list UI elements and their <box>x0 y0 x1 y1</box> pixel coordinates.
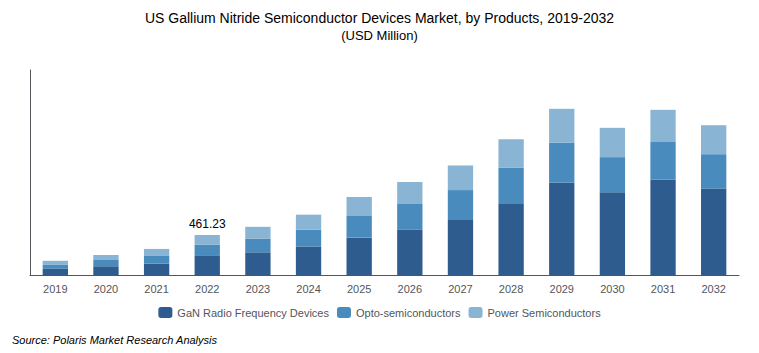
svg-text:GaN Radio Frequency Devices: GaN Radio Frequency Devices <box>177 307 329 319</box>
svg-text:Source: Polaris Market Researc: Source: Polaris Market Research Analysis <box>12 334 218 346</box>
svg-text:(USD Million): (USD Million) <box>341 28 418 43</box>
svg-text:Power Semiconductors: Power Semiconductors <box>488 307 602 319</box>
svg-text:2023: 2023 <box>246 283 270 295</box>
svg-text:2029: 2029 <box>550 283 574 295</box>
svg-text:461.23: 461.23 <box>189 217 226 231</box>
svg-text:2028: 2028 <box>499 283 523 295</box>
svg-text:2030: 2030 <box>600 283 624 295</box>
svg-text:2019: 2019 <box>43 283 67 295</box>
svg-text:2031: 2031 <box>651 283 675 295</box>
svg-text:2026: 2026 <box>398 283 422 295</box>
svg-text:2025: 2025 <box>347 283 371 295</box>
svg-text:2021: 2021 <box>144 283 168 295</box>
svg-text:2027: 2027 <box>448 283 472 295</box>
svg-text:2024: 2024 <box>296 283 320 295</box>
svg-text:US Gallium Nitride Semiconduct: US Gallium Nitride Semiconductor Devices… <box>145 10 614 26</box>
svg-text:2032: 2032 <box>701 283 725 295</box>
svg-text:2020: 2020 <box>94 283 118 295</box>
svg-text:Opto-semiconductors: Opto-semiconductors <box>356 307 461 319</box>
svg-text:2022: 2022 <box>195 283 219 295</box>
